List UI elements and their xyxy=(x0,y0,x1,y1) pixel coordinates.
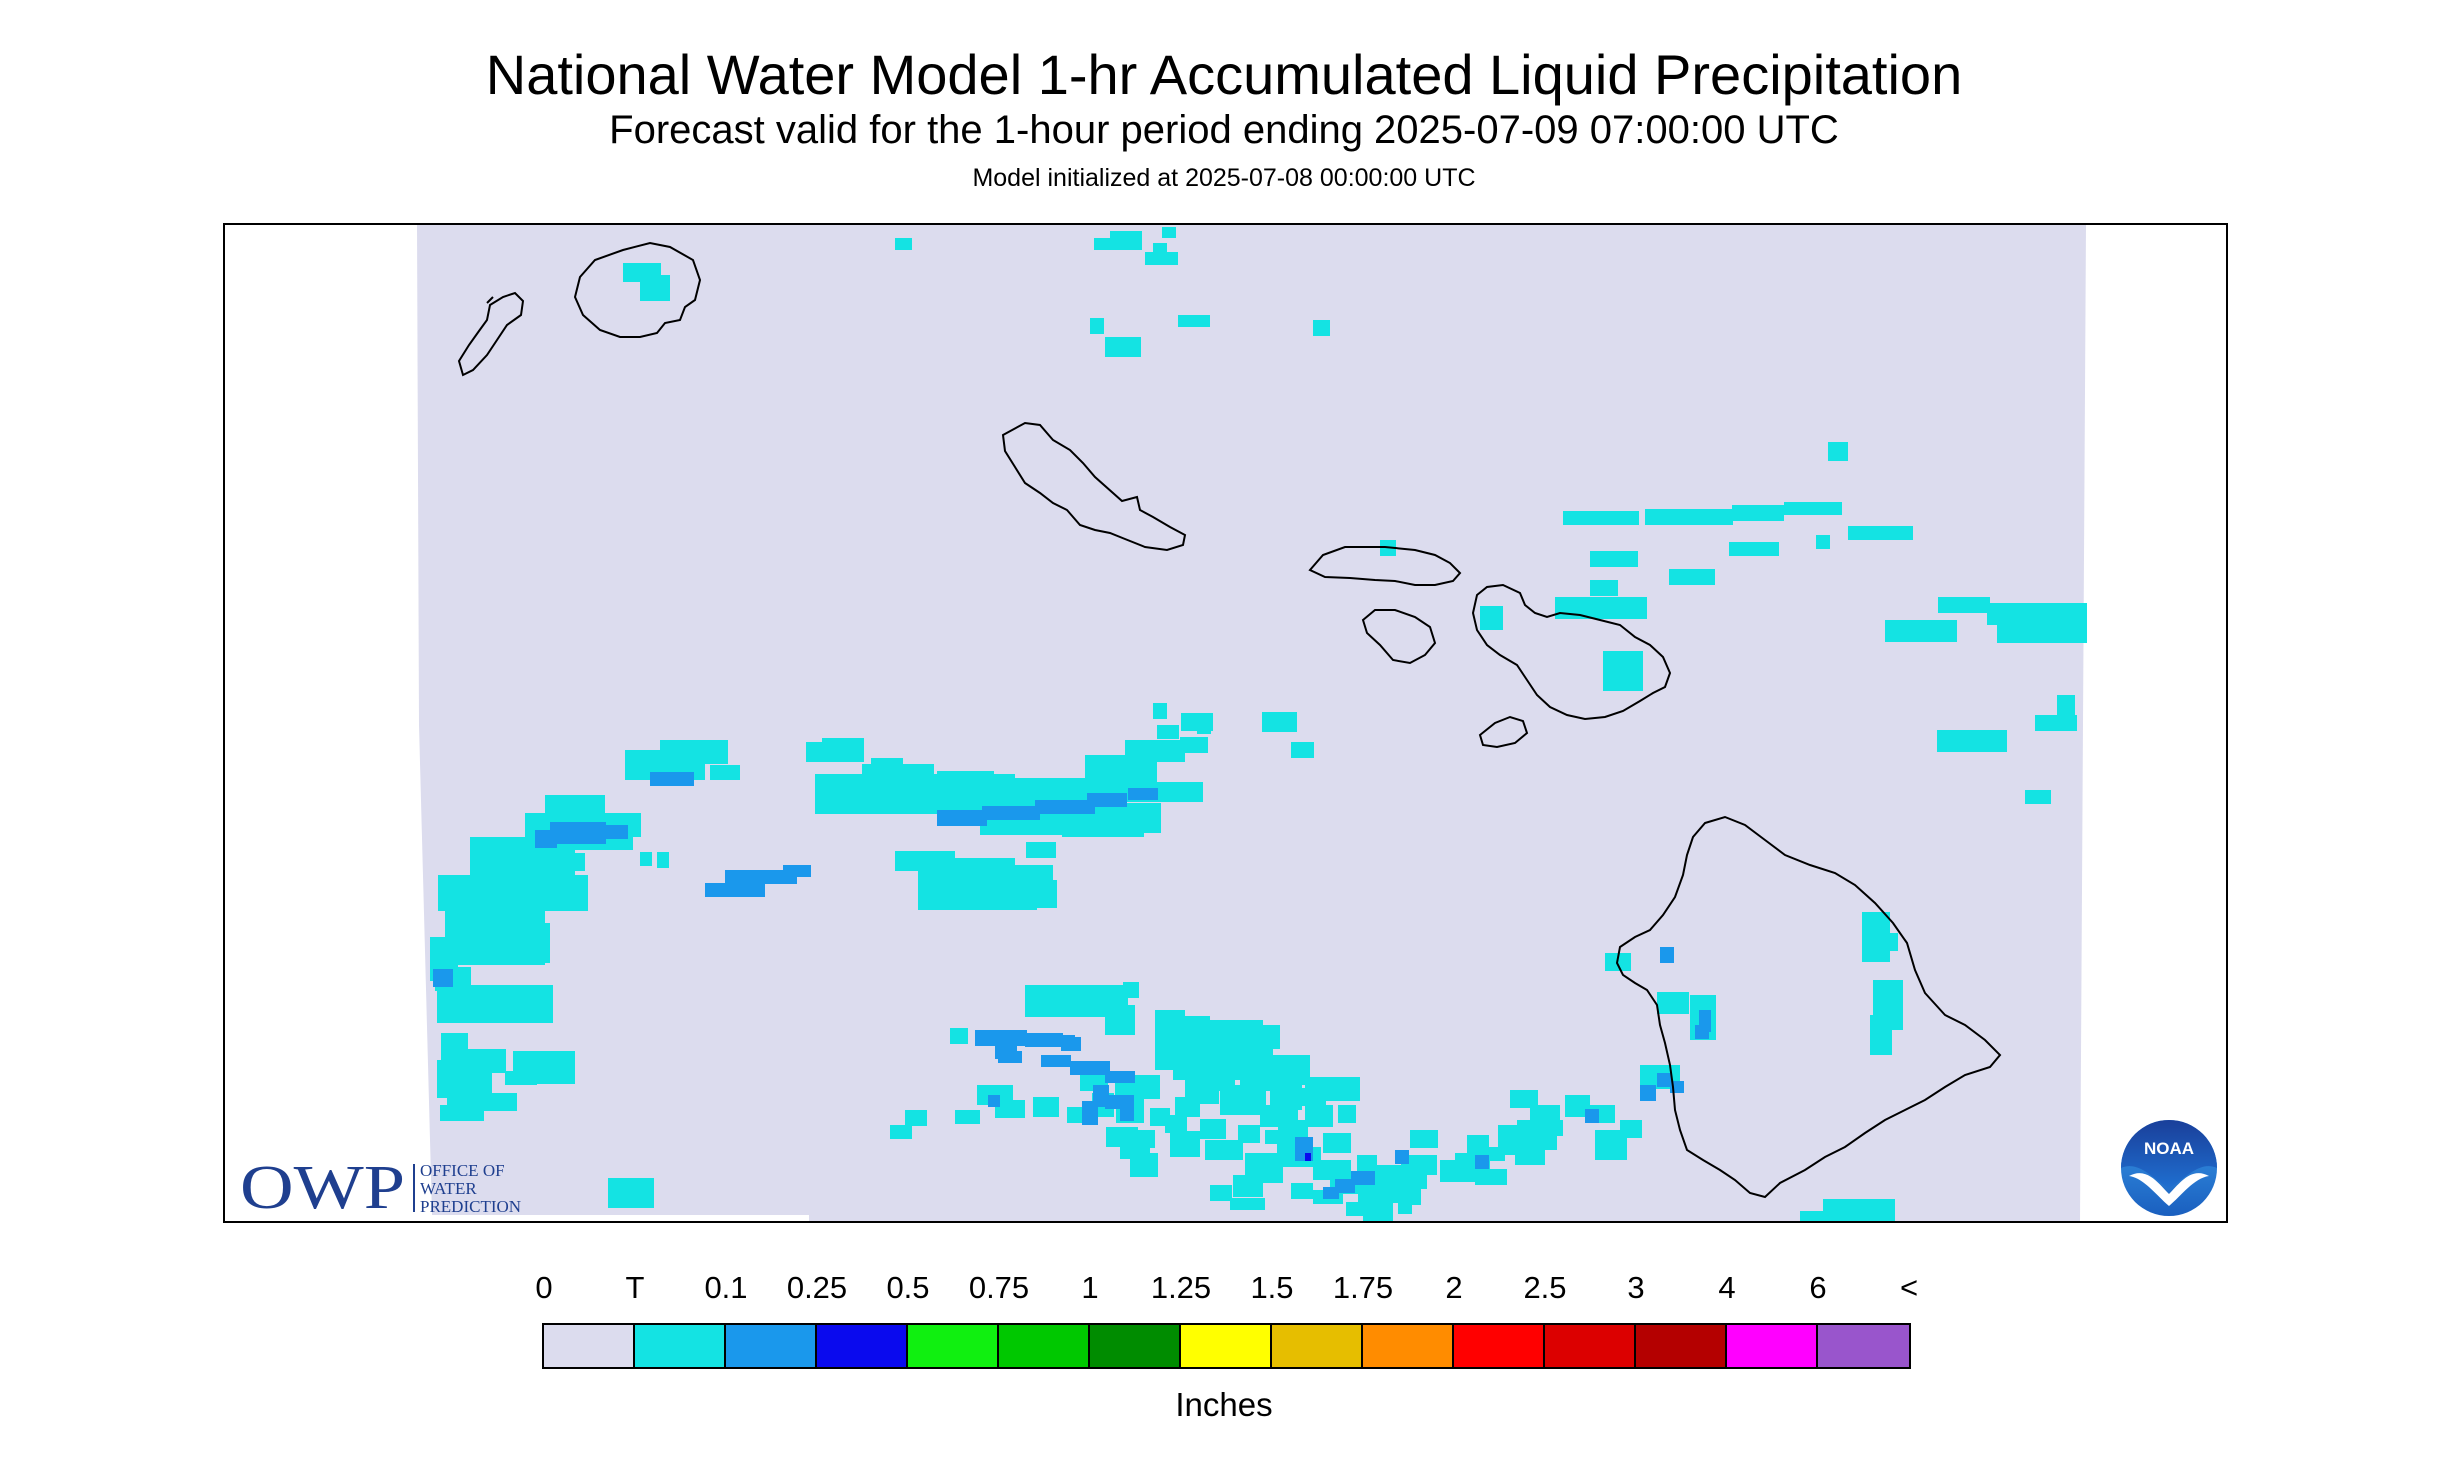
legend-swatch xyxy=(1636,1325,1727,1367)
map-title: National Water Model 1-hr Accumulated Li… xyxy=(485,43,1963,106)
legend-label: 0 xyxy=(535,1270,553,1305)
legend-label: 0.5 xyxy=(886,1270,930,1305)
legend-units: Inches xyxy=(1175,1386,1273,1423)
kauai-coastline xyxy=(573,241,702,338)
model-domain xyxy=(417,225,2086,1221)
owp-logo: OWP OFFICE OF WATER PREDICTION xyxy=(240,1158,521,1214)
legend-swatch xyxy=(908,1325,999,1367)
map-subtitle: Forecast valid for the 1-hour period end… xyxy=(609,108,1839,152)
precipitation-map xyxy=(417,225,2087,1221)
precip-moderate-cells xyxy=(1305,1153,1311,1161)
legend-swatch xyxy=(1818,1325,1909,1367)
hawaii-island-coastline xyxy=(1615,815,2002,1199)
coastlines xyxy=(457,241,2002,1199)
lanai-coastline xyxy=(1361,609,1437,665)
legend-label: 2.5 xyxy=(1523,1270,1567,1305)
legend-swatch xyxy=(999,1325,1090,1367)
legend-swatch xyxy=(1272,1325,1363,1367)
owp-logo-line3: PREDICTION xyxy=(420,1197,521,1214)
legend-label: 4 xyxy=(1718,1270,1736,1305)
legend-swatch xyxy=(635,1325,726,1367)
legend-swatch xyxy=(1454,1325,1545,1367)
noaa-logo: NOAA xyxy=(2121,1120,2217,1216)
legend-swatch xyxy=(1363,1325,1454,1367)
legend-label: 1.75 xyxy=(1332,1270,1394,1305)
kahoolawe-coastline xyxy=(1478,715,1529,749)
legend-swatch xyxy=(544,1325,635,1367)
legend-label: 1 xyxy=(1081,1270,1099,1305)
niihau-coastline xyxy=(457,291,525,377)
precip-light-cells xyxy=(433,772,1711,1199)
precip-trace-cells xyxy=(430,227,2087,1221)
owp-logo-line2: WATER xyxy=(420,1179,477,1198)
map-frame xyxy=(223,223,2228,1223)
legend-label: 0.75 xyxy=(968,1270,1030,1305)
legend-label: T xyxy=(625,1270,645,1305)
legend-label: 2 xyxy=(1445,1270,1463,1305)
legend-swatch xyxy=(817,1325,908,1367)
legend-labels: 0 T 0.1 0.25 0.5 0.75 1 1.25 1.5 1.75 2 2.5 3 4 6 < xyxy=(535,1270,1918,1310)
legend-swatch xyxy=(1181,1325,1272,1367)
owp-logo-line1: OFFICE OF xyxy=(420,1161,505,1180)
legend-label: 0.1 xyxy=(704,1270,748,1305)
legend-swatch xyxy=(1090,1325,1181,1367)
legend-label: 6 xyxy=(1809,1270,1827,1305)
owp-logo-letters: OWP xyxy=(240,1158,405,1214)
legend-label: 1.25 xyxy=(1150,1270,1212,1305)
molokai-coastline xyxy=(1308,546,1462,586)
legend: 0 T 0.1 0.25 0.5 0.75 1 1.25 1.5 1.75 2 2.5 3 4 6 < xyxy=(535,1270,1918,1470)
legend-label: 1.5 xyxy=(1250,1270,1294,1305)
legend-swatch xyxy=(726,1325,817,1367)
oahu-coastline xyxy=(1001,421,1187,552)
legend-label: < xyxy=(1899,1270,1919,1305)
legend-swatch xyxy=(1727,1325,1818,1367)
legend-colorbar xyxy=(542,1323,1911,1369)
noaa-logo-text: NOAA xyxy=(2144,1139,2194,1158)
maui-coastline xyxy=(1471,583,1672,721)
legend-swatch xyxy=(1545,1325,1636,1367)
legend-label: 0.25 xyxy=(786,1270,848,1305)
model-init-text: Model initialized at 2025-07-08 00:00:00… xyxy=(972,164,1476,192)
legend-label: 3 xyxy=(1627,1270,1645,1305)
